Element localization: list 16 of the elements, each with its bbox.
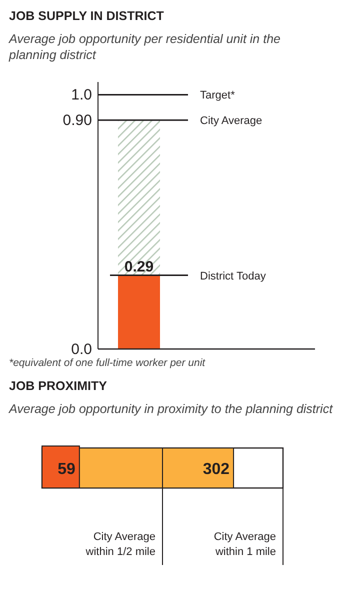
ref-line-label: City Average within 1 mile (214, 531, 276, 558)
data-label: 0.29 (124, 258, 154, 276)
y-tick-label: 1.0 (71, 86, 92, 104)
ref-line-label: City Average (200, 115, 262, 128)
ref-line-label: City Average within 1/2 mile (84, 531, 156, 558)
chart-subtitle: Average job opportunity in proximity to the planning district (8, 402, 334, 416)
ref-line-label: District Today (200, 270, 266, 282)
text: *equivalent of one full-time worker per unit (9, 357, 206, 369)
y-tick-label: 0.0 (71, 341, 92, 358)
chart-title: JOB SUPPLY IN DISTRICT (9, 9, 164, 23)
data-label: 302 (202, 461, 230, 478)
ref-line-label: Target* (200, 90, 236, 102)
data-label: 59 (58, 461, 76, 478)
chart-title: JOB PROXIMITY (9, 379, 108, 393)
y-tick-label: 0.90 (62, 112, 92, 130)
chart-subtitle: Average job opportunity per residential unit in the planning district (8, 32, 281, 62)
